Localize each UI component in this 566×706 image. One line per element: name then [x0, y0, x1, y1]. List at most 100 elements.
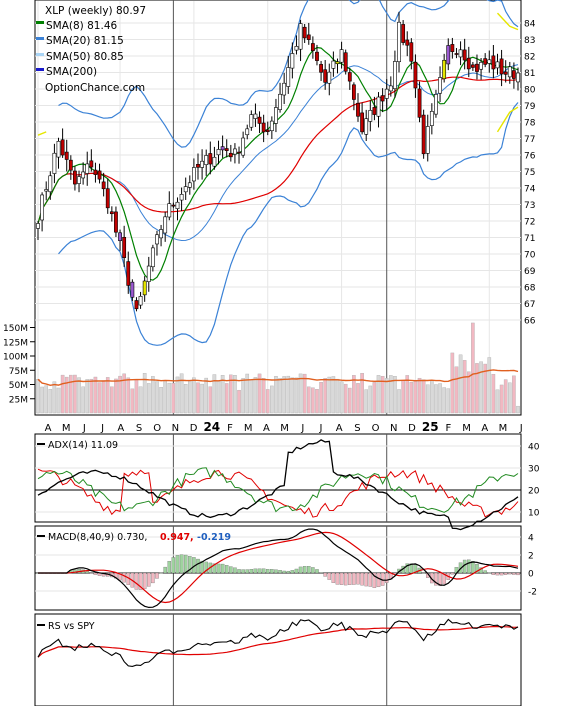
- macd-histogram-bar: [265, 569, 270, 574]
- macd-histogram-bar: [315, 569, 319, 574]
- volume-bar: [479, 361, 483, 414]
- volume-bar: [208, 386, 213, 414]
- volume-bar: [311, 387, 315, 414]
- candle-body: [196, 164, 200, 168]
- volume-bar: [237, 389, 241, 414]
- candle-body: [163, 216, 168, 234]
- x-axis-label: O: [372, 423, 380, 434]
- price-tick-label: 77: [524, 135, 535, 145]
- macd-tick-label: 0: [528, 570, 534, 580]
- volume-bar: [487, 357, 492, 414]
- candle-body: [44, 189, 49, 192]
- volume-bar: [249, 379, 254, 414]
- volume-bar: [425, 384, 430, 414]
- volume-bar: [229, 374, 233, 414]
- macd-histogram-bar: [487, 572, 492, 574]
- macd-histogram-bar: [331, 572, 336, 583]
- candle-body: [85, 163, 90, 174]
- macd-histogram-bar: [204, 561, 208, 574]
- candle-body: [438, 77, 442, 94]
- macd-histogram-bar: [261, 568, 266, 574]
- volume-bar: [278, 378, 282, 414]
- x-axis-label: A: [263, 423, 270, 434]
- price-tick-label: 73: [524, 201, 535, 211]
- volume-bar: [454, 366, 459, 414]
- macd-histogram-bar: [286, 570, 291, 574]
- price-tick-label: 79: [524, 102, 536, 112]
- macd-histogram-bar: [364, 572, 368, 587]
- volume-bar: [183, 384, 188, 414]
- volume-bar: [192, 377, 196, 414]
- macd-histogram-bar: [442, 572, 446, 585]
- macd-histogram-bar: [241, 569, 245, 574]
- candle-body: [150, 247, 155, 268]
- volume-bar: [187, 380, 192, 414]
- macd-histogram-bar: [348, 572, 352, 585]
- volume-bar: [442, 387, 446, 414]
- volume-bar: [167, 382, 172, 414]
- candle-body: [458, 49, 463, 58]
- candle-body: [315, 51, 319, 61]
- volume-bar: [290, 377, 295, 414]
- macd-histogram-bar: [245, 569, 249, 574]
- x-axis-label: J: [82, 423, 86, 434]
- projection-left-line: [37, 131, 47, 136]
- macd-histogram-bar: [138, 572, 143, 590]
- macd-histogram-bar: [282, 570, 286, 574]
- volume-bar: [36, 379, 40, 414]
- candle-body: [503, 71, 508, 75]
- candle-body: [81, 171, 86, 179]
- volume-bar: [163, 380, 167, 414]
- rs-label-swatch: [37, 624, 45, 626]
- volume-bar: [138, 386, 143, 414]
- candle-body: [442, 59, 447, 80]
- macd-histogram-bar: [89, 572, 94, 574]
- candle-body: [257, 116, 262, 124]
- macd-histogram-bar: [298, 566, 303, 574]
- candle-body: [343, 52, 348, 72]
- macd-histogram-bar: [467, 559, 471, 574]
- candle-body: [179, 194, 184, 201]
- candle-body: [479, 62, 483, 70]
- candle-body: [323, 69, 328, 83]
- volume-tick-label: 100M: [3, 353, 28, 363]
- macd-histogram-bar: [274, 569, 278, 574]
- volume-bar: [73, 374, 77, 414]
- candle-body: [327, 71, 332, 84]
- candle-body: [220, 146, 225, 151]
- volume-bar: [118, 375, 122, 414]
- candle-body: [40, 194, 45, 221]
- macd-histogram-bar: [302, 566, 307, 574]
- volume-bar: [298, 373, 303, 414]
- volume-bar: [491, 373, 496, 414]
- candle-body: [228, 152, 233, 158]
- price-tick-label: 81: [524, 69, 535, 79]
- candle-body: [356, 102, 360, 117]
- macd-histogram-bar: [233, 567, 237, 574]
- legend-sma8: SMA(8) 81.46: [46, 20, 117, 32]
- candle-body: [122, 236, 127, 258]
- macd-histogram-bar: [200, 560, 204, 574]
- candle-body: [290, 53, 295, 69]
- candle-body: [233, 148, 237, 155]
- candle-body: [372, 107, 377, 115]
- volume-bar: [356, 383, 360, 414]
- macd-histogram-bar: [503, 572, 508, 575]
- macd-histogram-bar: [323, 572, 327, 577]
- volume-bar: [376, 375, 381, 414]
- macd-histogram-bar: [450, 572, 455, 575]
- macd-histogram-bar: [376, 572, 381, 588]
- candle-body: [487, 59, 492, 64]
- volume-bar: [430, 380, 434, 414]
- candle-body: [167, 203, 172, 218]
- volume-bar: [241, 378, 245, 414]
- x-axis-label: J: [319, 423, 323, 434]
- volume-bar: [44, 385, 49, 414]
- candle-body: [298, 23, 303, 50]
- macd-line: [38, 528, 519, 609]
- candle-body: [368, 110, 373, 122]
- volume-bar: [397, 389, 401, 414]
- price-tick-label: 70: [524, 251, 536, 261]
- macd-histogram-bar: [307, 566, 311, 574]
